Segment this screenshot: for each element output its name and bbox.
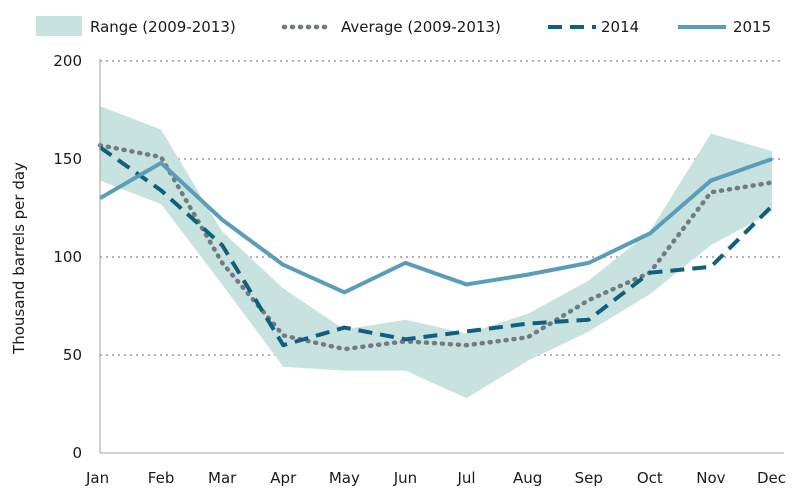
series-line-2015 (98, 157, 773, 295)
x-tick-label: Dec (757, 469, 786, 487)
legend-label-2014: 2014 (601, 18, 639, 36)
axes: 0 50 100 150 200 Jan Feb Mar Apr May Jun Jul Aug Sep O… (53, 52, 786, 487)
legend-label-range: Range (2009-2013) (90, 18, 236, 36)
x-tick-label: Feb (148, 469, 175, 487)
y-tick-label: 200 (53, 52, 82, 70)
legend-label-average-2009-2013: Average (2009-2013) (341, 18, 501, 36)
x-tick-label: Jun (393, 469, 417, 487)
series-lines (97, 143, 775, 352)
x-tick-label: Jul (456, 469, 475, 487)
x-tick-label: Mar (208, 469, 237, 487)
series-line-average-2009-2013 (97, 143, 775, 352)
x-tick-label: Sep (575, 469, 603, 487)
x-tick-label: Nov (696, 469, 725, 487)
legend-swatch-range (36, 16, 82, 36)
legend: Range (2009-2013) Average (2009-2013) 2014… (36, 16, 771, 36)
y-tick-label: 100 (53, 248, 82, 266)
x-tick-label: Jan (85, 469, 109, 487)
series-line-2014 (98, 145, 774, 348)
y-axis-label: Thousand barrels per day (10, 162, 28, 355)
range-band (100, 106, 772, 399)
y-tick-label: 0 (72, 444, 82, 462)
x-tick-label: Aug (513, 469, 542, 487)
y-tick-label: 150 (53, 150, 82, 168)
range-band-area (100, 106, 772, 399)
legend-label-2015: 2015 (733, 18, 771, 36)
x-tick-label: Oct (637, 469, 663, 487)
x-tick-label: May (329, 469, 360, 487)
y-tick-label: 50 (63, 346, 82, 364)
x-tick-label: Apr (270, 469, 297, 487)
